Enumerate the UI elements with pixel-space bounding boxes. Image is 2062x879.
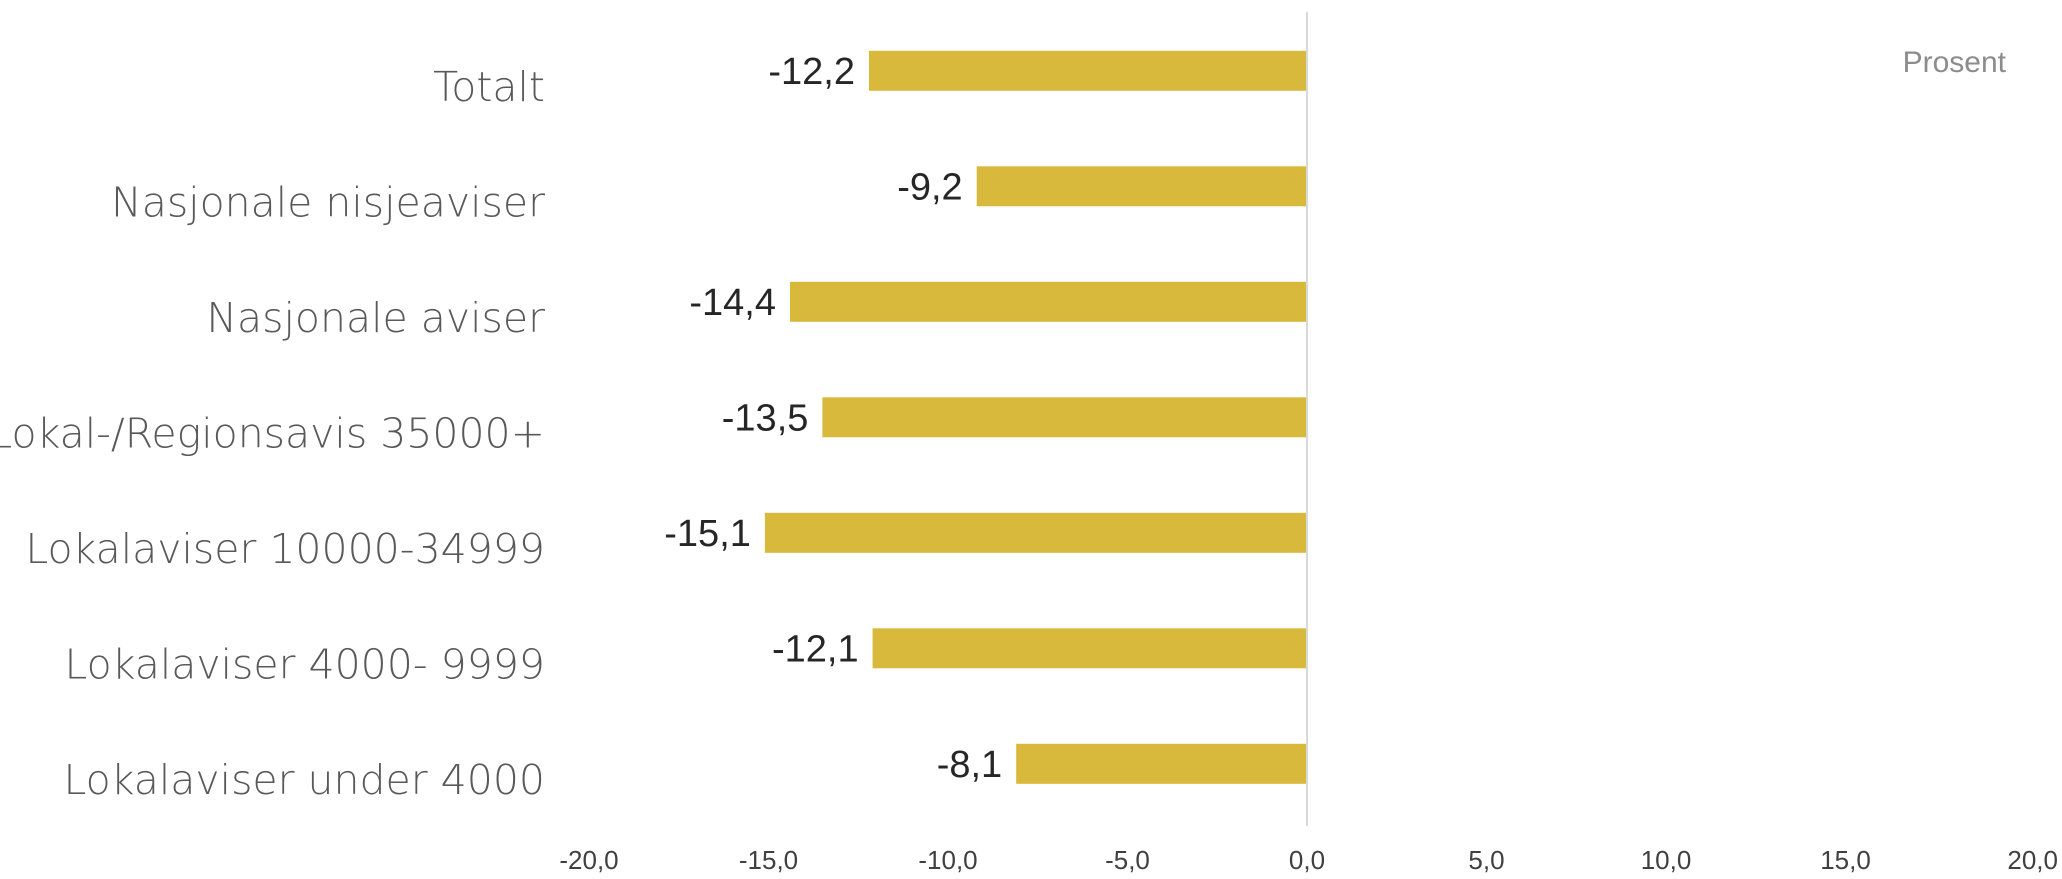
unit-label: Prosent: [1902, 46, 2006, 79]
bar: [1016, 743, 1307, 784]
x-tick-label: 5,0: [1468, 845, 1504, 875]
data-label: -15,1: [664, 513, 751, 555]
x-tick-label: 15,0: [1820, 845, 1871, 875]
category-label: Lokal-/Regionsavis 35000+: [0, 409, 545, 457]
data-label: -12,1: [772, 628, 859, 670]
category-label: Totalt: [433, 63, 545, 111]
bar: [872, 628, 1307, 669]
x-tick-label: 0,0: [1289, 845, 1325, 875]
bar: [869, 50, 1307, 91]
category-label: Nasjonale nisjeaviser: [111, 178, 545, 226]
bar: [790, 281, 1307, 322]
data-label: -12,2: [768, 51, 855, 93]
bar: [976, 166, 1307, 207]
x-tick-label: -15,0: [739, 845, 798, 875]
x-tick-label: 20,0: [2007, 845, 2058, 875]
data-label: -13,5: [722, 397, 809, 439]
data-label: -9,2: [897, 166, 962, 208]
category-label: Nasjonale aviser: [206, 294, 545, 342]
x-tick-label: 10,0: [1641, 845, 1692, 875]
data-label: -14,4: [689, 282, 776, 324]
data-label: -8,1: [937, 744, 1002, 786]
x-tick-label: -10,0: [918, 845, 977, 875]
x-tick-label: -5,0: [1105, 845, 1150, 875]
category-label: Lokalaviser 4000- 9999: [64, 640, 545, 688]
x-tick-label: -20,0: [559, 845, 618, 875]
category-label: Lokalaviser under 4000: [64, 756, 545, 804]
category-label: Lokalaviser 10000-34999: [25, 525, 545, 573]
bar: [764, 512, 1307, 553]
bar: [822, 397, 1307, 438]
